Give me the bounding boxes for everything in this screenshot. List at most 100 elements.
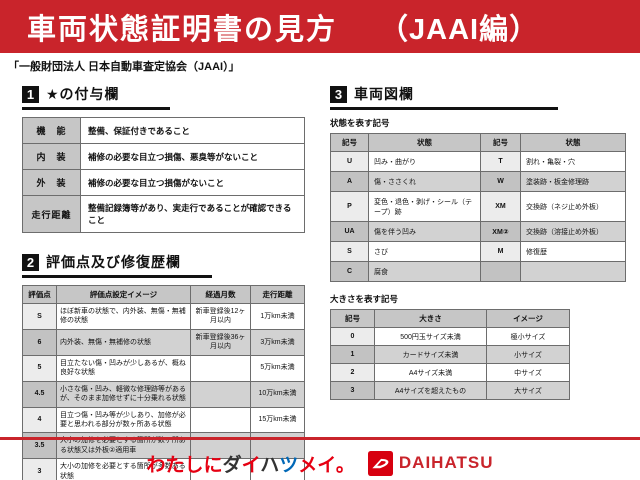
star-criteria-row: 外 装補修の必要な目立つ損傷がないこと xyxy=(22,169,305,196)
evaluation-row: 3 大小の加修を必要とする箇所が多数ある状態 xyxy=(22,458,305,480)
daihatsu-brand: DAIHATSU xyxy=(367,450,494,476)
size-symbol-row: 2 A4サイズ未満 中サイズ xyxy=(330,363,570,382)
state-desc xyxy=(520,261,626,282)
page-title: 車両状態証明書の見方 xyxy=(27,13,338,46)
slogan-char: ツ xyxy=(279,454,299,476)
section1-title: ★の付与欄 xyxy=(46,86,120,102)
star-criteria-row: 走行距離 整備記録簿等があり、実走行であることが確認できること xyxy=(22,195,305,233)
state-symbol-row: S さび M 修復歴 xyxy=(330,241,626,262)
criteria-desc: 補修の必要な目立つ損傷がないこと xyxy=(80,169,305,196)
state-desc: 腐食 xyxy=(368,261,481,282)
evaluation-row: 4 目立つ傷・凹み等が少しあり、加修が必要と思われる部分が数ヶ所ある状態 15万km… xyxy=(22,406,305,434)
criteria-desc: 整備、保証付きであること xyxy=(80,117,305,144)
evaluation-point: 4.5 xyxy=(22,380,57,408)
state-col-header: 記号 xyxy=(330,133,369,152)
criteria-label: 内 装 xyxy=(22,143,81,170)
state-symbol: M xyxy=(480,241,521,262)
evaluation-desc: ほぼ新車の状態で、内外装、無傷・無補修の状態 xyxy=(56,303,191,330)
slogan-char: メ xyxy=(298,454,318,476)
state-symbol: UA xyxy=(330,221,369,242)
slogan-char: ダ xyxy=(222,454,242,476)
slogan-char: ハ xyxy=(260,454,280,476)
evaluation-point: 6 xyxy=(22,328,57,356)
section2-number-badge: 2 xyxy=(22,253,39,271)
size-symbols-label: 大きさを表す記号 xyxy=(330,294,399,304)
state-col-header: 記号 xyxy=(480,133,521,152)
evaluation-mileage: 3万km未満 xyxy=(250,328,305,356)
state-symbol-row: UA 傷を伴う凹み XM② 交換跡（溶接止め外板） xyxy=(330,221,626,242)
evaluation-row: 6 内外装、無傷・無補修の状態 新車登録後36ヶ月以内 3万km未満 xyxy=(22,328,305,356)
star-criteria-row: 機 能整備、保証付きであること xyxy=(22,117,305,144)
evaluation-months: 新車登録後12ヶ月以内 xyxy=(190,303,251,330)
size-symbol: 2 xyxy=(330,363,375,382)
evaluation-col-header: 評価点 xyxy=(22,285,57,304)
evaluation-desc: 目立たない傷・凹みが少しあるが、概ね良好な状態 xyxy=(56,354,191,382)
left-column: 1 ★の付与欄 機 能整備、保証付きであること内 装補修の必要な目立つ損傷、悪臭… xyxy=(22,84,305,480)
evaluation-months xyxy=(190,354,251,382)
page-edition: （JAAI編） xyxy=(379,13,540,46)
section2-title: 評価点及び修復歴欄 xyxy=(46,254,181,270)
state-symbol: C xyxy=(330,261,369,282)
state-symbol-row: U 凹み・曲がり T 割れ・亀裂・穴 xyxy=(330,151,626,172)
evaluation-desc: 小さな傷・凹み、軽微な修理跡等があるが、そのまま加修せずに十分乗れる状態 xyxy=(56,380,191,408)
evaluation-months xyxy=(190,406,251,434)
size-symbols-table: 記号 大きさ イメージ 0 500円玉サイズ未満 極小サイズ 1 カードサイズ未満 小サイズ 2… xyxy=(330,309,570,400)
right-column: 3 車両図欄 状態を表す記号 記号 状態 記号 状態 U 凹み・曲がり T 割れ・亀裂・穴 A… xyxy=(330,84,626,400)
size-col-header: イメージ xyxy=(486,309,570,328)
state-desc: 修復歴 xyxy=(520,241,626,262)
state-symbol: S xyxy=(330,241,369,262)
state-symbol-row: A 傷・ささくれ W 塗装跡・板金修理跡 xyxy=(330,171,626,192)
slogan-char: に xyxy=(203,454,223,476)
size-symbol: 0 xyxy=(330,327,375,346)
state-symbol: P xyxy=(330,191,369,222)
state-desc: 塗装跡・板金修理跡 xyxy=(520,171,626,192)
state-symbol: T xyxy=(480,151,521,172)
state-symbol: XM xyxy=(480,191,521,222)
size-desc: カードサイズ未満 xyxy=(374,345,487,364)
daihatsu-slogan: わたしにダイハツメイ。 xyxy=(147,450,355,477)
state-symbols-label: 状態を表す記号 xyxy=(330,118,390,128)
evaluation-mileage: 5万km未満 xyxy=(250,354,305,382)
state-symbol-row: C 腐食 xyxy=(330,261,626,282)
state-symbol: W xyxy=(480,171,521,192)
evaluation-point: 4 xyxy=(22,406,57,434)
state-symbol: U xyxy=(330,151,369,172)
size-symbol: 1 xyxy=(330,345,375,364)
criteria-label: 機 能 xyxy=(22,117,81,144)
size-col-header: 記号 xyxy=(330,309,375,328)
section3-header: 3 車両図欄 xyxy=(330,84,558,110)
size-image: 中サイズ xyxy=(486,363,570,382)
slogan-char: イ xyxy=(317,454,336,476)
evaluation-mileage: 15万km未満 xyxy=(250,406,305,434)
section1-header: 1 ★の付与欄 xyxy=(22,84,170,110)
footer-red-rule xyxy=(0,437,640,440)
state-symbol: XM② xyxy=(480,221,521,242)
size-desc: A4サイズ未満 xyxy=(374,363,487,382)
slogan-char: し xyxy=(184,454,204,476)
slogan-char: た xyxy=(165,454,185,476)
state-desc: 交換跡（溶接止め外板） xyxy=(520,221,626,242)
slogan-char: わ xyxy=(146,454,166,476)
evaluation-point: 5 xyxy=(22,354,57,382)
evaluation-desc: 大小の加修を必要とする箇所が多数ある状態 xyxy=(56,458,191,480)
evaluation-col-header: 走行距離 xyxy=(250,285,305,304)
daihatsu-emblem-icon xyxy=(367,450,393,476)
size-image: 大サイズ xyxy=(486,381,570,400)
criteria-label: 走行距離 xyxy=(22,195,81,233)
page-banner: 車両状態証明書の見方 （JAAI編） xyxy=(0,0,640,53)
state-symbols-table: 記号 状態 記号 状態 U 凹み・曲がり T 割れ・亀裂・穴 A 傷・ささくれ W 塗装跡・板金修理… xyxy=(330,133,626,282)
evaluation-col-header: 評価点設定イメージ xyxy=(56,285,191,304)
state-col-header: 状態 xyxy=(520,133,626,152)
size-symbol: 3 xyxy=(330,381,375,400)
footer: わたしにダイハツメイ。 DAIHATSU xyxy=(0,446,640,480)
star-criteria-row: 内 装補修の必要な目立つ損傷、悪臭等がないこと xyxy=(22,143,305,170)
evaluation-point: 3 xyxy=(22,458,57,480)
organization-subtitle: 「一般財団法人 日本自動車査定協会（JAAI）」 xyxy=(8,61,240,73)
section2-header: 2 評価点及び修復歴欄 xyxy=(22,252,212,278)
state-symbol xyxy=(480,261,521,282)
criteria-label: 外 装 xyxy=(22,169,81,196)
evaluation-mileage: 10万km未満 xyxy=(250,380,305,408)
criteria-desc: 補修の必要な目立つ損傷、悪臭等がないこと xyxy=(80,143,305,170)
criteria-desc: 整備記録簿等があり、実走行であることが確認できること xyxy=(80,195,305,233)
